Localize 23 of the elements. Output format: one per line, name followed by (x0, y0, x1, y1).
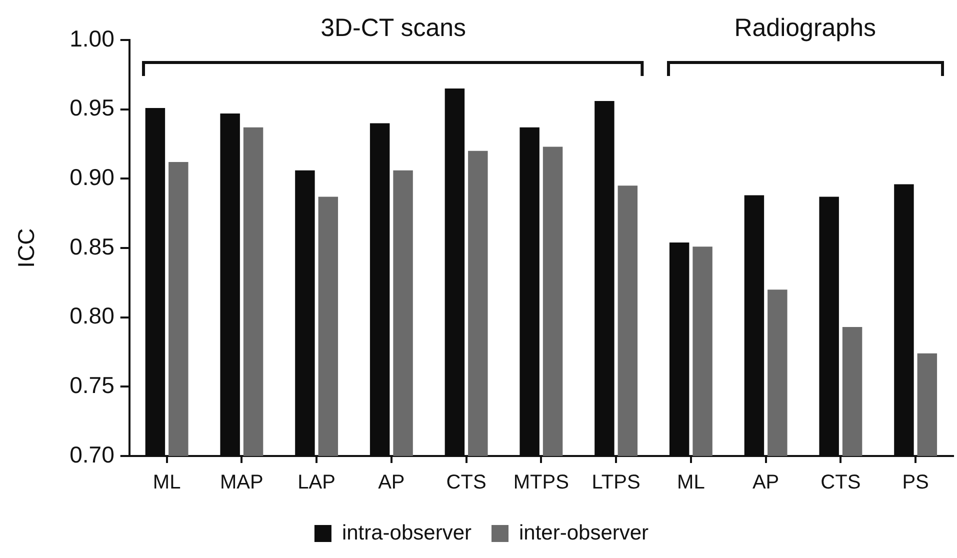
y-tick-label: 0.80 (70, 302, 114, 329)
x-tick-label: LTPS (592, 472, 640, 494)
y-tick-label: 0.90 (70, 164, 114, 190)
x-tick-label: CTS (820, 472, 861, 494)
x-tick-label: ML (152, 472, 181, 494)
y-tick-label: 0.75 (70, 372, 114, 398)
x-tick-label: ML (677, 472, 705, 494)
x-tick-label: LAP (298, 472, 336, 494)
y-tick-label: 0.70 (70, 441, 114, 468)
y-tick-label: 0.95 (70, 94, 114, 121)
x-tick-label: AP (378, 472, 405, 494)
x-tick-label: MTPS (513, 472, 569, 494)
x-tick-label: CTS (446, 472, 486, 494)
y-tick-label: 0.85 (70, 233, 114, 260)
x-tick-label: MAP (220, 472, 264, 494)
x-tick-label: PS (902, 472, 929, 494)
annotation: Radiographs (734, 14, 876, 43)
annotation: 3D-CT scans (320, 14, 466, 43)
y-axis-title: ICC (13, 228, 40, 268)
x-tick-label: AP (752, 472, 780, 494)
legend-label: intra-observer (342, 521, 472, 544)
legend-label: inter-observer (519, 521, 649, 544)
y-tick-label: 1.00 (70, 25, 114, 52)
